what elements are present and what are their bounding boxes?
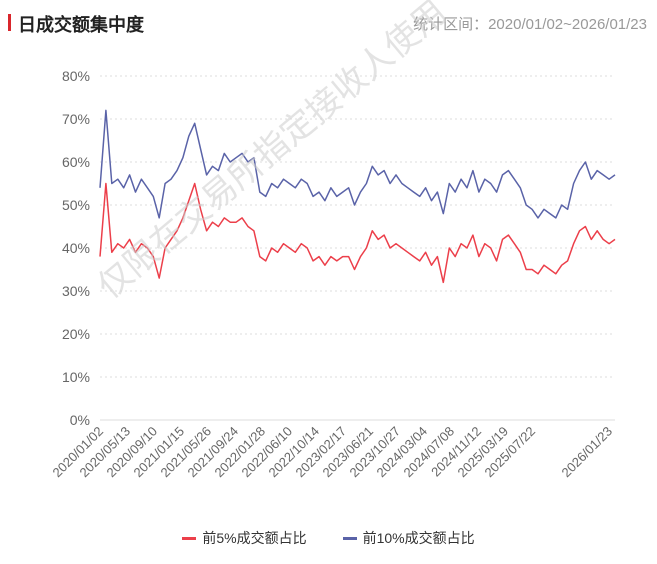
- y-tick-label: 50%: [62, 197, 90, 213]
- title-accent-bar: [8, 14, 11, 31]
- y-tick-label: 20%: [62, 326, 90, 342]
- legend-swatch: [342, 536, 357, 540]
- series-line-1: [99, 109, 616, 219]
- y-tick-label: 60%: [62, 154, 90, 170]
- y-tick-label: 30%: [62, 283, 90, 299]
- legend-label: 前10%成交额占比: [362, 530, 475, 546]
- legend-item-top5[interactable]: 前5%成交额占比: [182, 528, 307, 548]
- x-tick-label: 2026/01/23: [558, 424, 615, 481]
- date-range-label: 统计区间：2020/01/02~2026/01/23: [413, 16, 647, 33]
- legend-item-top10[interactable]: 前10%成交额占比: [342, 528, 475, 548]
- series-line-0: [99, 182, 616, 284]
- y-tick-label: 0%: [70, 412, 90, 428]
- legend-swatch: [182, 536, 197, 540]
- y-tick-label: 70%: [62, 111, 90, 127]
- y-tick-label: 40%: [62, 240, 90, 256]
- legend-label: 前5%成交额占比: [202, 530, 307, 546]
- watermark: 仅限在交易所指定接收人使用: [91, 0, 454, 306]
- y-tick-label: 10%: [62, 369, 90, 385]
- legend: 前5%成交额占比 前10%成交额占比: [0, 528, 657, 548]
- y-tick-label: 80%: [62, 68, 90, 84]
- chart-title: 日成交额集中度: [18, 15, 144, 35]
